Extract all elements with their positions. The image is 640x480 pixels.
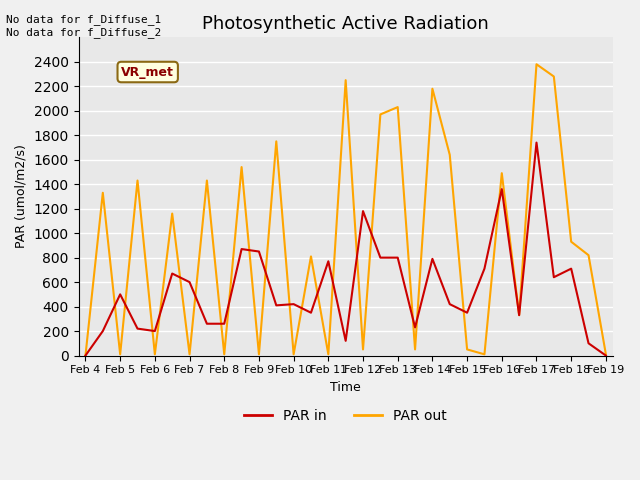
Y-axis label: PAR (umol/m2/s): PAR (umol/m2/s) <box>15 144 28 248</box>
Legend: PAR in, PAR out: PAR in, PAR out <box>239 403 452 428</box>
X-axis label: Time: Time <box>330 381 361 394</box>
Title: Photosynthetic Active Radiation: Photosynthetic Active Radiation <box>202 15 489 33</box>
Text: VR_met: VR_met <box>121 65 174 79</box>
Text: No data for f_Diffuse_1
No data for f_Diffuse_2: No data for f_Diffuse_1 No data for f_Di… <box>6 14 162 38</box>
